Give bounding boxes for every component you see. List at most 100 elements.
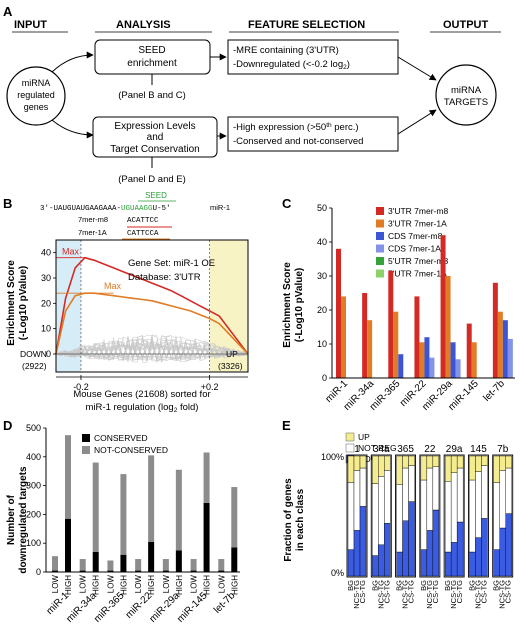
bar-1-1-notreg [353, 470, 361, 531]
bar-miR-365-0 [388, 270, 394, 378]
d-sub-label: HIGH [92, 575, 101, 595]
input-line-2: regulated [17, 90, 55, 100]
d-sub-label: HIGH [203, 575, 212, 595]
bar-365-2-up [408, 455, 415, 466]
bar-145-0-notreg [469, 479, 476, 553]
bar-1-2-notreg [359, 467, 367, 507]
background-trace [55, 344, 249, 360]
bar-miR-29a-1 [445, 276, 451, 378]
bar-7b-0-notreg [493, 482, 500, 550]
bar-365-2-notreg [408, 465, 415, 502]
panel-d-letter: D [3, 418, 12, 433]
d-sub-label: LOW [134, 575, 143, 594]
e-group-label: 7b [497, 444, 509, 455]
panel-e: E Fraction of genes in each class UPNOT … [282, 418, 514, 609]
group-frame-1 [346, 454, 368, 578]
e-sub-label: BG [346, 580, 355, 591]
bar-miR-22-0 [414, 296, 420, 378]
group-frame-145 [467, 454, 489, 578]
bar-miR-145-high-conserved [203, 502, 210, 572]
bar-29a-1-up [450, 455, 458, 473]
legend-swatch-2 [376, 232, 384, 240]
bar-miR-34a-high-conserved [92, 551, 99, 572]
bar-22-1-notreg [426, 467, 434, 531]
legend-label-5: 5'UTR 7mer-1A [388, 269, 447, 279]
panel-b: B SEED 3'-UAUGUAUGAAGAAA-UGUAAGGU-5' miR… [3, 191, 249, 414]
c-xtick-label: let-7b [482, 378, 508, 404]
e-sub-label: BG [492, 580, 501, 591]
bar-miR-145-1 [471, 342, 477, 378]
bar-145-2-notreg [481, 465, 488, 519]
mirna-name: miR-1 [210, 203, 230, 212]
bar-miR-34a-high-not-conserved [92, 462, 99, 552]
d-ytick-label: 200 [26, 509, 41, 519]
d-ylabel-1: Number of [6, 494, 17, 545]
b-ytick-label: 30 [41, 273, 51, 283]
bar-let-7b-1 [497, 311, 503, 378]
panel-de-ref: (Panel D and E) [118, 174, 186, 185]
output-circle [435, 64, 497, 126]
e-sub-label: BG [419, 580, 428, 591]
panel-a-letter: A [3, 4, 13, 19]
e-sub-label: NCS-TG [352, 580, 361, 609]
legend-swatch-UP [345, 432, 355, 442]
b-ytick-label: 20 [41, 298, 51, 308]
bar-1-2-down [359, 506, 367, 577]
bar-miR-29a-0 [440, 235, 446, 378]
e-ytick-top: 100% [321, 452, 344, 462]
b-ytick-label: 10 [41, 324, 51, 334]
a1-label: 7mer-1A [78, 228, 107, 237]
legend-label-0: 3'UTR 7mer-m8 [388, 206, 448, 216]
panel-c-plot: 3'UTR 7mer-m8 3'UTR 7mer-1A CDS 7mer-m8 CDS… [317, 203, 515, 413]
background-trace [55, 343, 249, 359]
bar-7b-0-down [493, 549, 500, 577]
d-sub-label: LOW [217, 575, 226, 594]
bar-7b-1-notreg [499, 470, 506, 529]
feat2-line-1: -High expression (>50th perc.) [233, 122, 359, 133]
d-ytick-label: 500 [26, 423, 41, 433]
bar-miR-145-high-not-conserved [203, 452, 210, 503]
bar-34a-2-up [384, 455, 391, 471]
bar-22-0-up [420, 455, 428, 481]
e-sub-label: CS-TG [455, 580, 464, 603]
up-count: (3326) [218, 361, 243, 371]
m8-label: 7mer-m8 [78, 215, 108, 224]
c-ytick-label: 50 [317, 203, 327, 213]
legend-label-4: 5'UTR 7mer-m8 [388, 256, 448, 266]
gene-set-label: Gene Set: miR-1 OE [128, 258, 215, 269]
seed-label: SEED [145, 191, 167, 200]
e-group-label: 34a [373, 444, 390, 455]
bar-34a-0-notreg [372, 483, 379, 556]
d-sub-label: HIGH [147, 575, 156, 595]
e-sub-label: NCS-TG [401, 580, 410, 609]
e-group-label: 145 [470, 444, 487, 455]
legend-swatch-0 [376, 207, 384, 215]
legend-label-UP: UP [358, 432, 370, 442]
bar-miR-29a-low-not-conserved [162, 559, 169, 571]
max-label-m8: Max [62, 247, 80, 257]
e-sub-label: NCS-TG [376, 580, 385, 609]
e-sub-label: BG [443, 580, 452, 591]
bar-34a-1-up [378, 455, 385, 477]
c-ytick-label: 20 [317, 305, 327, 315]
bar-miR-365-high-conserved [120, 554, 127, 572]
e-sub-label: NCS-TG [498, 580, 507, 609]
d-ytick-label: 100 [26, 538, 41, 548]
d-ytick-label: 300 [26, 481, 41, 491]
d-sub-label: HIGH [230, 575, 239, 595]
e-ylabel-2: in each class [295, 488, 306, 551]
e-sub-label: CS-TG [504, 580, 513, 603]
bar-miR-145-0 [466, 323, 472, 378]
background-trace [55, 345, 249, 359]
bar-miR-1-low-not-conserved [52, 556, 58, 571]
legend-swatch-1 [376, 219, 384, 228]
a1-seq: CATTCCA [127, 230, 159, 238]
bar-7b-2-up [505, 455, 512, 469]
bar-22-0-down [420, 549, 428, 577]
bar-miR-29a-high-not-conserved [175, 469, 182, 551]
seed-line-1: SEED [138, 45, 165, 56]
output-line-2: TARGETS [444, 97, 488, 108]
bar-miR-365-low-not-conserved [107, 560, 114, 571]
panel-d: D Number of downregulated targets CONSER… [3, 418, 240, 625]
